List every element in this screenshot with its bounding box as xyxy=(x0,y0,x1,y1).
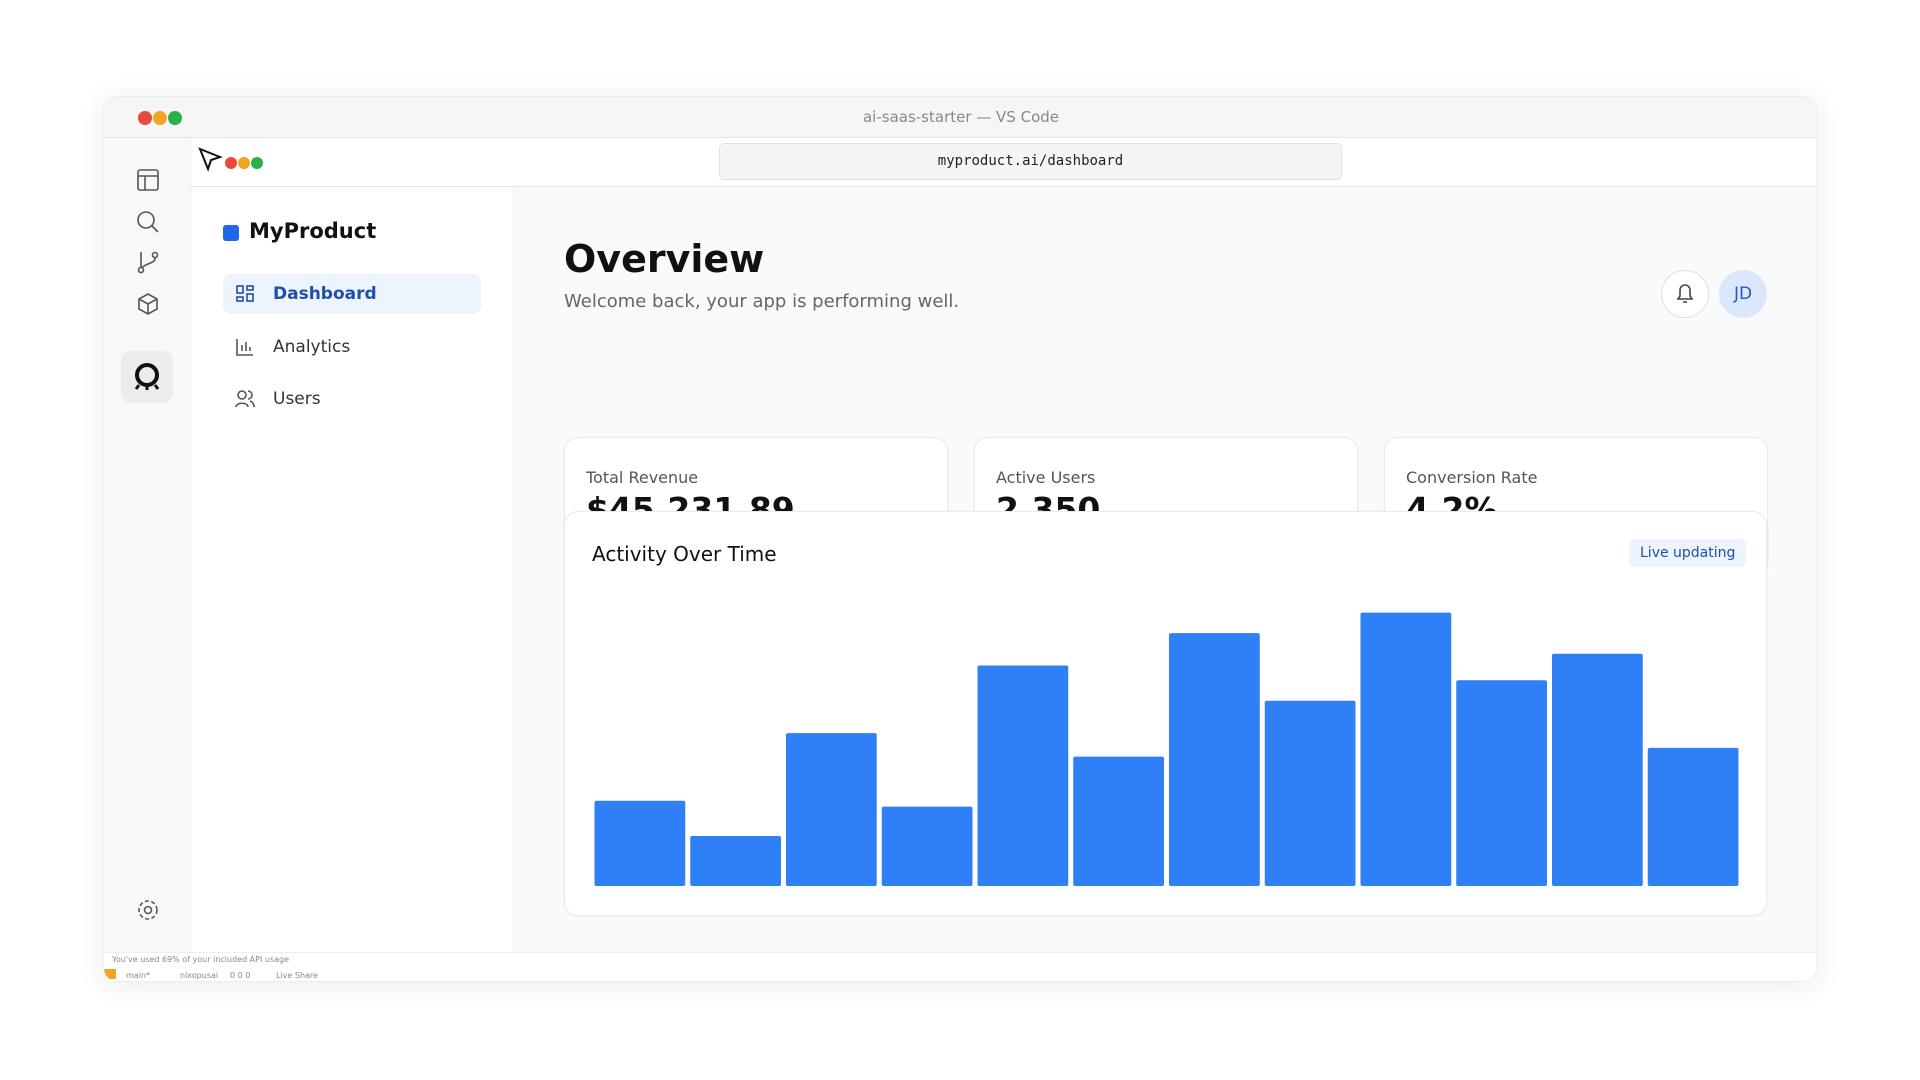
sidebar: MyProduct Dashboard Analytics Users xyxy=(191,187,514,952)
status-indicator xyxy=(104,969,116,979)
live-share[interactable]: Live Share xyxy=(276,971,318,980)
title-bar: ai-saas-starter — VS Code xyxy=(104,97,1816,138)
status-bar: You've used 69% of your included API usa… xyxy=(104,952,1816,981)
nav-item[interactable]: Users xyxy=(273,389,321,409)
cursor-icon xyxy=(198,147,223,172)
brand-logo xyxy=(223,225,239,241)
nav-item[interactable]: Analytics xyxy=(273,337,351,357)
explorer-icon[interactable] xyxy=(136,168,160,192)
search-icon[interactable] xyxy=(136,210,160,234)
app-window: ai-saas-starter — VS Code myproduct.ai/d… xyxy=(103,96,1817,982)
stat-label: Total Revenue xyxy=(586,468,699,487)
window-controls[interactable] xyxy=(138,110,183,129)
nav-item[interactable]: Dashboard xyxy=(223,274,481,314)
users-icon xyxy=(235,390,255,408)
bar xyxy=(881,806,973,886)
live-badge: Live updating xyxy=(1629,539,1747,567)
bar xyxy=(1360,612,1452,886)
bar xyxy=(594,800,686,886)
chart-title: Activity Over Time xyxy=(592,542,777,566)
stat-label: Conversion Rate xyxy=(1406,468,1538,487)
bar xyxy=(786,733,877,886)
bar xyxy=(1456,680,1547,886)
bar xyxy=(1073,756,1164,886)
bar xyxy=(1264,700,1356,886)
settings-icon[interactable] xyxy=(136,898,160,922)
dashboard-icon xyxy=(236,285,254,302)
notification-button[interactable] xyxy=(1661,270,1709,318)
brand-name: MyProduct xyxy=(249,219,377,243)
usage-notice: You've used 69% of your included API usa… xyxy=(112,955,290,964)
page-title: Overview xyxy=(564,237,765,281)
avatar[interactable]: JD xyxy=(1719,270,1767,318)
analytics-icon xyxy=(236,339,253,356)
branch[interactable]: main* xyxy=(126,971,150,980)
page-subtitle: Welcome back, your app is performing wel… xyxy=(564,291,960,312)
window-title: ai-saas-starter — VS Code xyxy=(862,108,1060,126)
bar xyxy=(977,665,1069,886)
chart-card: Activity Over Time Live updating xyxy=(564,511,1767,916)
browser-bar: myproduct.ai/dashboard xyxy=(191,138,1816,187)
bar-chart xyxy=(594,612,1739,886)
bar xyxy=(690,836,781,886)
ai-extension[interactable] xyxy=(121,351,173,403)
url-bar[interactable]: myproduct.ai/dashboard xyxy=(719,143,1342,180)
stat-label: Active Users xyxy=(996,468,1096,487)
bar xyxy=(1552,653,1643,886)
main-content: Overview Welcome back, your app is perfo… xyxy=(514,187,1816,952)
extensions-icon[interactable] xyxy=(136,292,160,316)
browser-controls[interactable] xyxy=(225,154,264,173)
git-icon[interactable] xyxy=(136,250,160,274)
user[interactable]: nixopusai xyxy=(180,971,219,980)
activity-bar xyxy=(104,138,191,952)
bar xyxy=(1647,747,1739,886)
bar xyxy=(1169,633,1260,886)
problems[interactable]: 0 0 0 xyxy=(230,971,251,980)
